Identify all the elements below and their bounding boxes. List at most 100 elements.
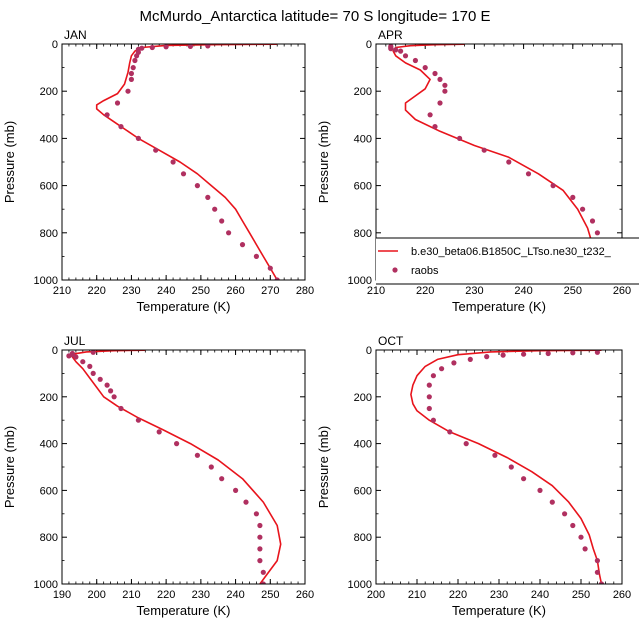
legend-raobs-label: raobs: [411, 265, 439, 277]
raobs-point: [570, 194, 576, 200]
y-tick-label: 600: [40, 181, 58, 193]
x-tick-label: 220: [88, 285, 106, 297]
y-tick-label: 400: [40, 133, 58, 145]
raobs-point: [432, 124, 438, 130]
y-tick-label: 800: [354, 532, 372, 544]
raobs-point: [550, 183, 556, 189]
x-tick-label: 230: [490, 589, 508, 601]
y-tick-label: 0: [52, 39, 58, 51]
raobs-point: [205, 194, 211, 200]
raobs-point: [388, 46, 394, 52]
y-tick-label: 1000: [348, 579, 372, 591]
x-tick-label: 260: [613, 589, 631, 601]
raobs-point: [134, 53, 140, 59]
raobs-point: [135, 417, 141, 423]
raobs-point: [205, 44, 211, 49]
raobs-point: [525, 171, 532, 177]
y-tick-label: 0: [366, 345, 372, 357]
x-tick-label: 210: [122, 589, 140, 601]
raobs-point: [194, 183, 200, 189]
raobs-point: [594, 569, 601, 575]
raobs-point: [233, 487, 239, 493]
x-tick-label: 240: [157, 285, 175, 297]
x-tick-label: 240: [514, 285, 532, 297]
raobs-point: [187, 44, 193, 49]
raobs-point: [598, 581, 605, 584]
raobs-point: [594, 350, 600, 355]
raobs-point: [180, 171, 187, 177]
y-axis-label: Pressure (mb): [2, 426, 17, 508]
raobs-point: [447, 429, 453, 435]
raobs-point: [118, 405, 124, 412]
panel-label: JAN: [64, 28, 87, 42]
raobs-point: [594, 558, 601, 564]
x-tick-label: 230: [122, 285, 140, 297]
raobs-point: [156, 429, 162, 435]
raobs-point: [260, 581, 266, 584]
raobs-point: [467, 356, 473, 362]
legend: b.e30_beta06.B1850C_LTso.ne30_t232_raobs: [376, 237, 639, 285]
raobs-point: [128, 70, 134, 77]
raobs-point: [149, 44, 155, 51]
raobs-point: [163, 44, 169, 50]
raobs-point: [437, 100, 443, 106]
x-tick-label: 250: [564, 285, 582, 297]
y-tick-label: 0: [366, 39, 372, 51]
raobs-point: [253, 253, 259, 259]
y-tick-label: 800: [40, 228, 58, 240]
raobs-point: [580, 206, 586, 212]
panel-label: JUL: [64, 334, 86, 348]
raobs-point: [442, 88, 448, 94]
raobs-point: [257, 546, 263, 552]
raobs-point: [412, 57, 418, 64]
raobs-point: [589, 218, 596, 224]
panel-label: OCT: [378, 334, 404, 348]
model-line: [410, 350, 603, 584]
raobs-point: [442, 82, 448, 88]
x-tick-label: 230: [465, 285, 483, 297]
panel-label: APR: [378, 28, 403, 42]
raobs-point: [212, 206, 218, 212]
x-axis-label: Temperature (K): [452, 299, 546, 314]
raobs-point: [426, 405, 432, 412]
x-axis-label: Temperature (K): [137, 603, 231, 618]
legend-background: [376, 238, 638, 284]
raobs-point: [135, 135, 141, 141]
raobs-point: [97, 376, 103, 382]
raobs-point: [430, 373, 436, 379]
x-tick-label: 240: [226, 589, 244, 601]
plot-frame: [61, 43, 306, 281]
figure-title: McMurdo_Antarctica latitude= 70 S longit…: [139, 8, 490, 25]
x-tick-label: 210: [367, 285, 385, 297]
x-tick-label: 210: [408, 589, 426, 601]
raobs-point: [439, 366, 445, 372]
x-tick-label: 260: [226, 285, 244, 297]
raobs-point: [208, 464, 214, 470]
raobs-point: [194, 452, 200, 458]
raobs-point: [219, 218, 225, 224]
panel-jan: 210 220 230 240 250 260 270 280 0 200 400 600 800 100…: [2, 28, 314, 314]
raobs-point: [570, 522, 576, 529]
raobs-point: [549, 499, 555, 505]
y-tick-label: 1000: [348, 275, 372, 287]
raobs-point: [521, 351, 527, 357]
raobs-point: [239, 242, 246, 248]
x-tick-label: 250: [261, 589, 279, 601]
raobs-point: [104, 382, 110, 388]
raobs-point: [87, 363, 93, 369]
raobs-point: [426, 394, 432, 400]
raobs-point: [90, 370, 96, 376]
raobs-point: [80, 359, 86, 365]
y-tick-label: 600: [354, 181, 372, 193]
plot-frame: [61, 349, 306, 585]
x-tick-label: 270: [261, 285, 279, 297]
x-tick-label: 260: [296, 589, 314, 601]
raobs-point: [457, 135, 463, 141]
raobs-point: [66, 353, 72, 359]
raobs-point: [570, 350, 576, 356]
x-tick-label: 190: [53, 589, 71, 601]
raobs-point: [422, 65, 428, 71]
raobs-point: [484, 354, 490, 360]
raobs-point: [594, 230, 601, 236]
